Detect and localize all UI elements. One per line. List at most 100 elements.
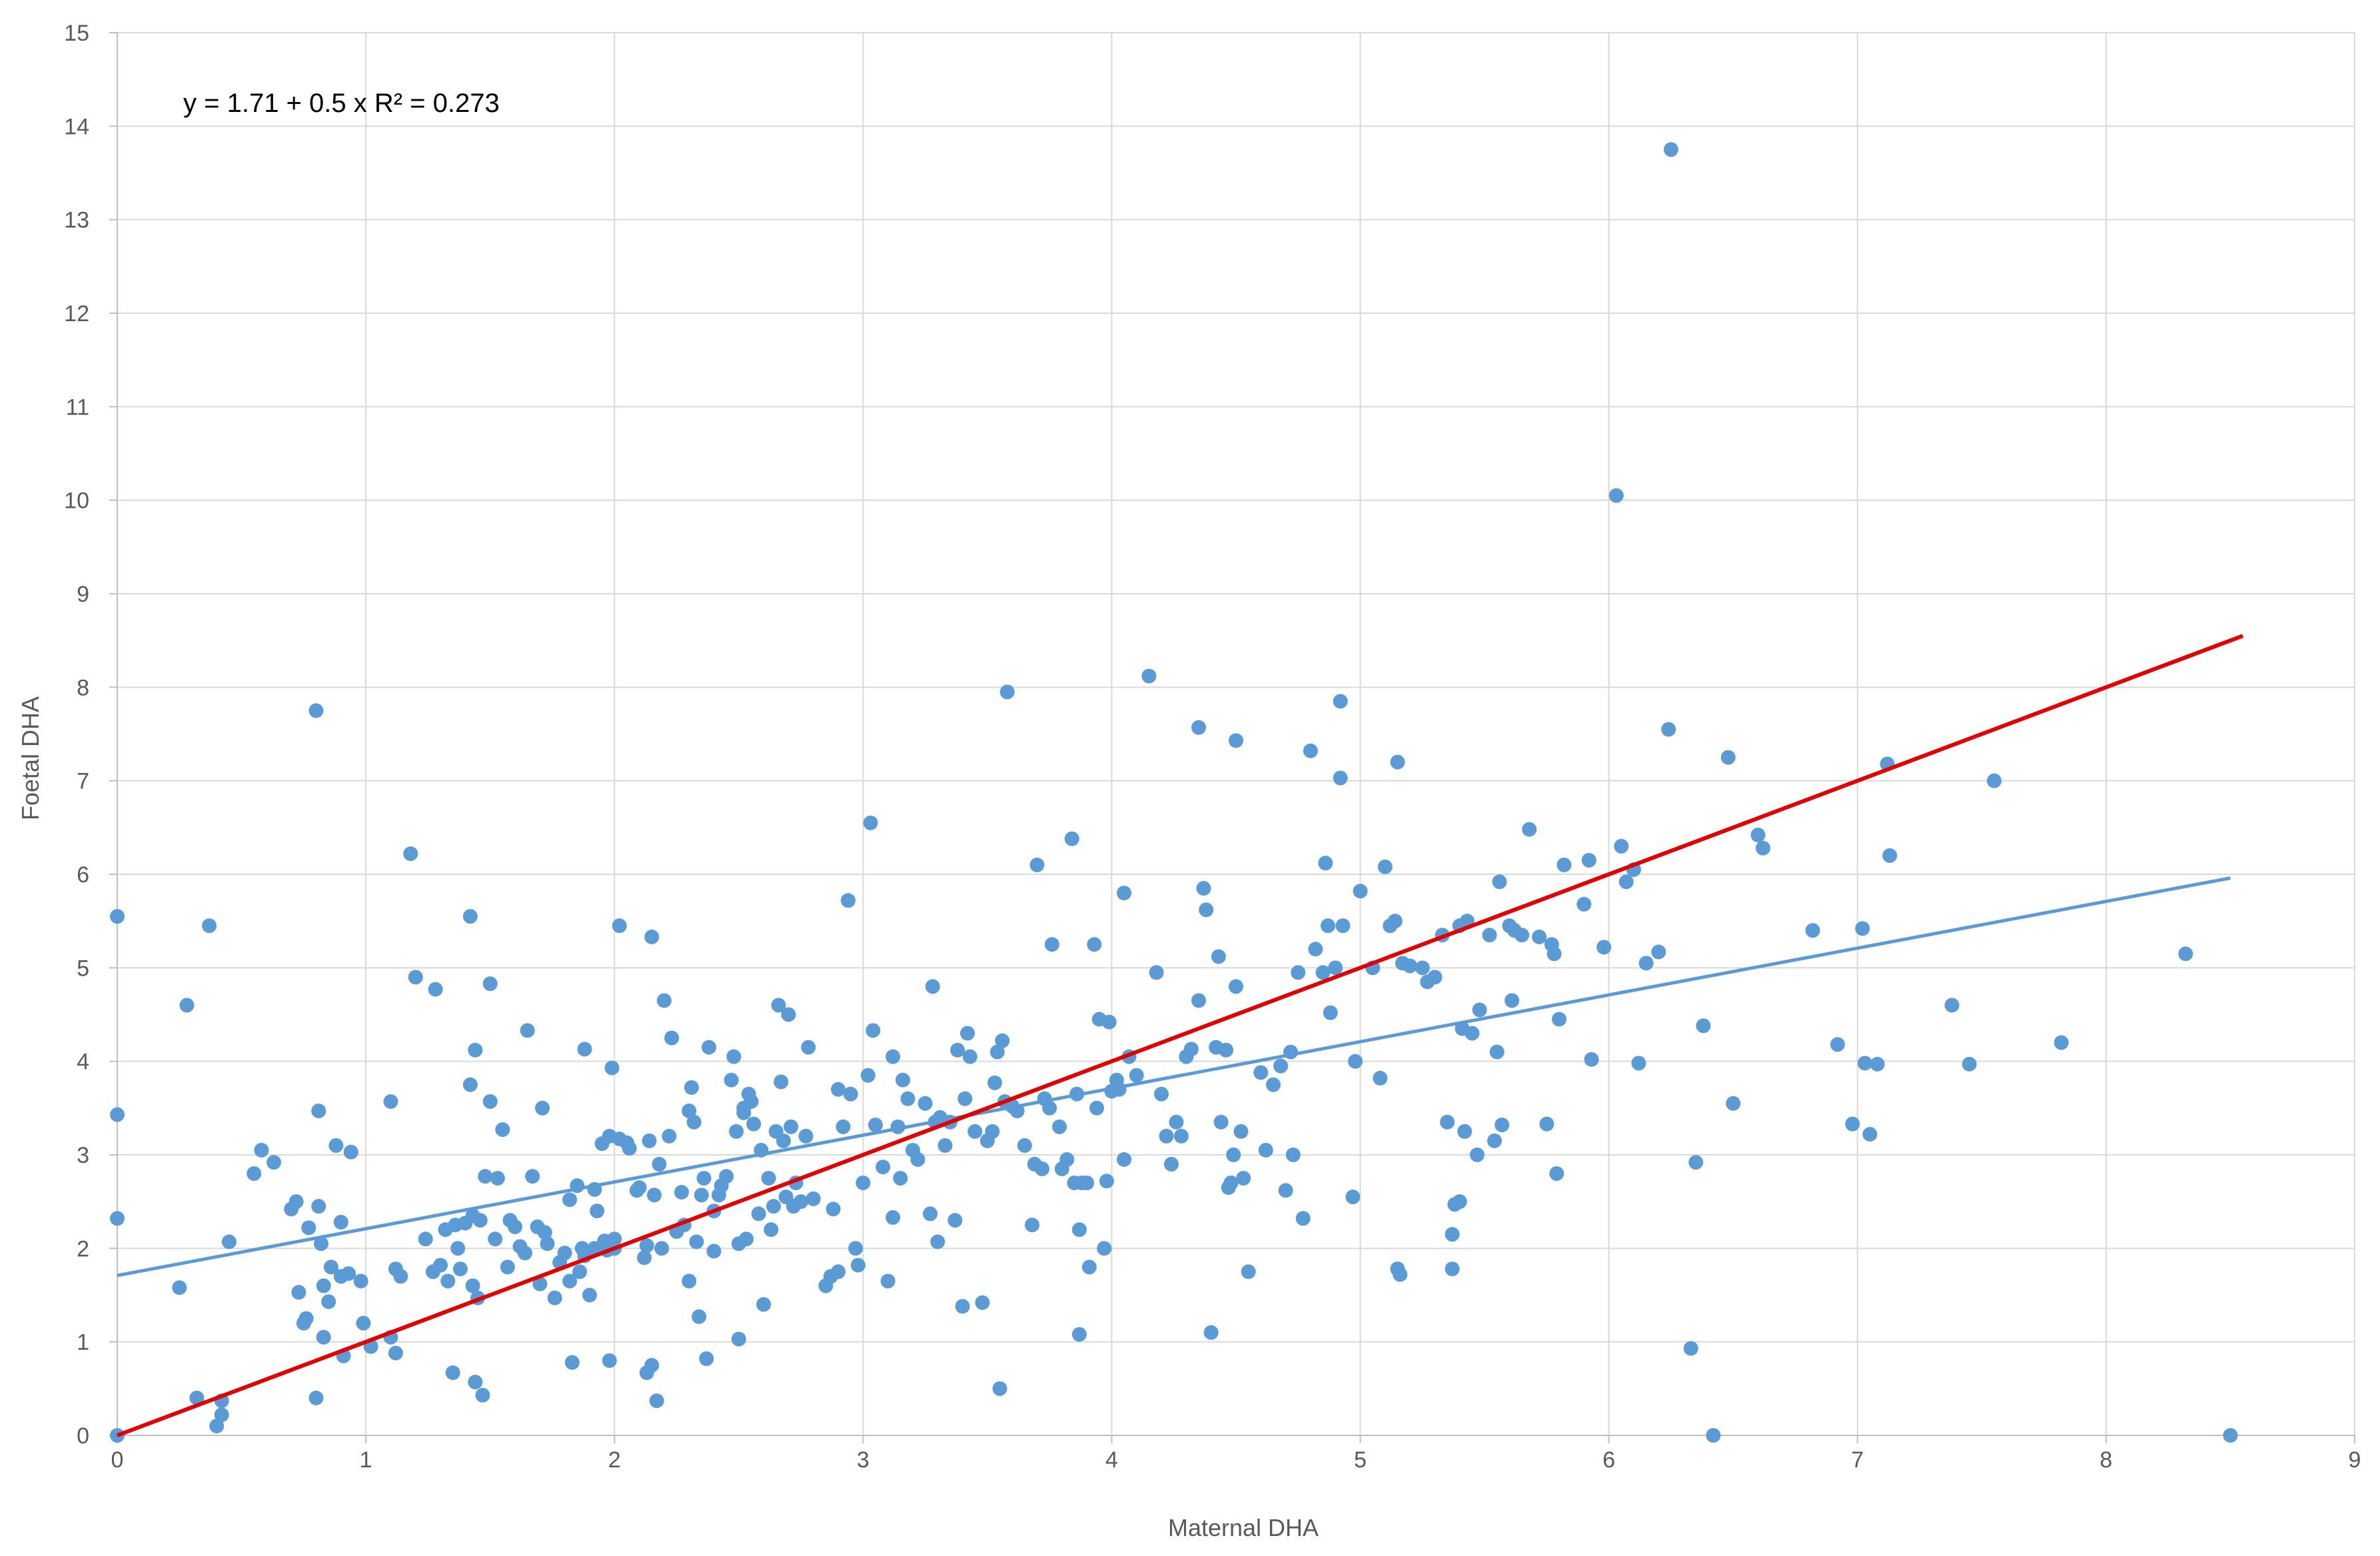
data-point: [955, 1299, 970, 1314]
data-point: [1059, 1152, 1075, 1167]
data-point: [1285, 1148, 1301, 1162]
data-point: [1303, 743, 1318, 758]
regression-line: [117, 876, 2231, 1277]
data-point: [694, 1187, 709, 1203]
x-tick-label: 3: [857, 1447, 870, 1473]
data-point: [532, 1276, 548, 1291]
x-tick-label: 1: [360, 1447, 372, 1473]
x-tick-label: 0: [111, 1447, 124, 1473]
gridlines: [117, 32, 2355, 1435]
data-point: [1492, 874, 1507, 890]
x-tick-label: 2: [608, 1447, 621, 1473]
data-point: [1308, 942, 1323, 957]
data-point: [1101, 1014, 1117, 1030]
data-point: [393, 1269, 408, 1284]
data-point: [960, 1026, 975, 1041]
data-point: [313, 1236, 328, 1251]
data-point: [654, 1241, 670, 1256]
data-point: [1445, 1261, 1460, 1277]
data-point: [895, 1072, 911, 1088]
y-tick-label: 11: [66, 394, 89, 420]
y-tick-label: 14: [64, 114, 89, 139]
data-point: [602, 1353, 617, 1368]
data-point: [1333, 694, 1348, 709]
data-point: [1099, 1173, 1114, 1189]
data-point: [962, 1049, 977, 1064]
data-point: [353, 1273, 368, 1289]
data-point: [340, 1266, 356, 1281]
data-point: [950, 1042, 965, 1058]
y-axis-title: Foetal DHA: [17, 696, 44, 820]
data-point: [1241, 1264, 1256, 1279]
data-point: [1064, 831, 1079, 846]
trend-lines: [116, 634, 2244, 1437]
data-point: [644, 930, 660, 945]
data-point: [1348, 1054, 1363, 1069]
data-point: [975, 1295, 990, 1310]
data-point: [308, 703, 324, 718]
data-point: [646, 1187, 662, 1203]
data-point: [1229, 979, 1243, 994]
data-point: [652, 1157, 667, 1172]
data-point: [1196, 881, 1211, 896]
data-point: [761, 1171, 776, 1186]
y-tick-label: 1: [77, 1330, 89, 1355]
data-point: [452, 1261, 468, 1277]
data-point: [462, 909, 478, 924]
data-point: [1191, 720, 1207, 735]
data-point: [856, 1175, 871, 1191]
data-point: [771, 998, 786, 1013]
data-point: [840, 893, 856, 908]
data-point: [692, 1309, 707, 1324]
data-point: [863, 815, 878, 830]
data-point: [636, 1250, 652, 1265]
data-point: [1163, 1157, 1179, 1172]
data-point: [1440, 1114, 1455, 1130]
x-tick-label: 7: [1851, 1447, 1864, 1473]
data-point: [639, 1238, 654, 1253]
data-point: [706, 1243, 722, 1259]
data-point: [488, 1231, 503, 1247]
data-point: [1608, 488, 1624, 503]
data-point: [172, 1280, 187, 1295]
data-point: [209, 1418, 225, 1433]
data-point: [1079, 1175, 1095, 1191]
data-point: [383, 1094, 398, 1110]
data-point: [766, 1199, 782, 1214]
data-point: [2178, 946, 2193, 962]
data-point: [433, 1257, 448, 1273]
data-point: [917, 1096, 933, 1111]
data-point: [1071, 1327, 1087, 1342]
data-point: [985, 1124, 1000, 1139]
data-point: [923, 1206, 938, 1221]
x-tick-label: 8: [2099, 1447, 2112, 1473]
data-point: [622, 1141, 637, 1156]
data-point: [475, 1387, 490, 1403]
x-tick-label: 4: [1105, 1447, 1118, 1473]
data-point: [930, 1234, 945, 1249]
x-tick-label: 9: [2349, 1447, 2361, 1473]
data-point: [1229, 733, 1243, 748]
data-point: [298, 1311, 314, 1326]
data-point: [1253, 1065, 1269, 1080]
data-point: [1514, 928, 1530, 943]
data-point: [311, 1104, 326, 1119]
data-point: [1857, 1056, 1872, 1071]
data-point: [1089, 1100, 1105, 1116]
data-point: [1696, 1018, 1711, 1034]
data-point: [1845, 1116, 1860, 1132]
data-point: [1044, 937, 1059, 952]
data-point: [1596, 940, 1612, 955]
data-point: [308, 1390, 324, 1405]
data-point: [179, 998, 195, 1013]
data-point: [465, 1278, 480, 1293]
data-point: [482, 1094, 498, 1110]
data-point: [1278, 1183, 1293, 1198]
regression-annotation: y = 1.71 + 0.5 x R² = 0.273: [183, 89, 500, 118]
data-point: [1532, 930, 1547, 945]
data-point: [321, 1294, 336, 1309]
data-point: [291, 1285, 306, 1300]
data-point: [967, 1124, 983, 1139]
data-point: [664, 1030, 680, 1046]
